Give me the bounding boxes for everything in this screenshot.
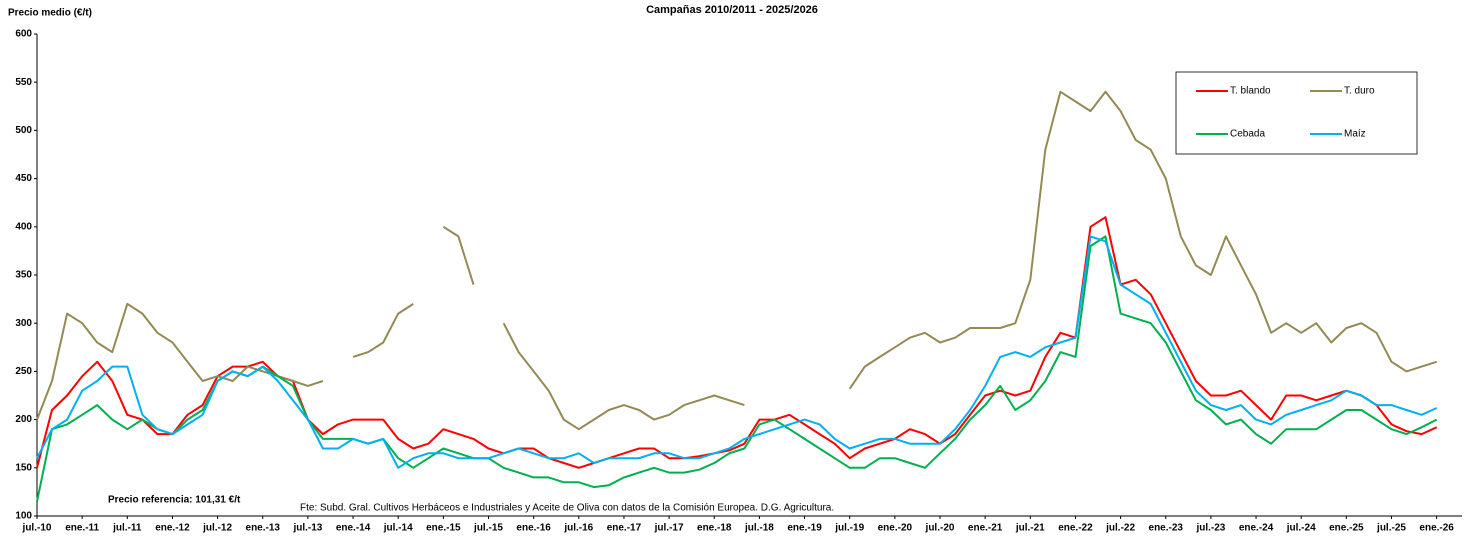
legend-label: T. blando: [1230, 86, 1271, 97]
x-tick-label: ene.-22: [1058, 523, 1093, 534]
y-tick-label: 300: [15, 318, 32, 329]
y-tick-label: 500: [15, 125, 32, 136]
chart-title: Campañas 2010/2011 - 2025/2026: [646, 4, 818, 16]
y-tick-label: 100: [15, 511, 32, 522]
x-tick-label: ene.-16: [516, 523, 551, 534]
series-line: [36, 235, 1438, 502]
x-tick-label: jul.-22: [1105, 523, 1135, 534]
legend-box: [1175, 71, 1418, 155]
x-tick-label: jul.-17: [654, 523, 684, 534]
y-tick-label: 200: [15, 414, 32, 425]
x-tick-label: jul.-24: [1286, 523, 1316, 534]
x-tick-label: ene.-18: [697, 523, 732, 534]
x-tick-label: ene.-25: [1329, 523, 1364, 534]
y-tick-label: 550: [15, 77, 32, 88]
x-tick-label: jul.-16: [563, 523, 593, 534]
series-line: [36, 235, 1438, 469]
x-tick-label: ene.-24: [1239, 523, 1274, 534]
x-tick-label: ene.-13: [246, 523, 281, 534]
source-note: Fte: Subd. Gral. Cultivos Herbáceos e In…: [300, 503, 834, 514]
x-tick-label: ene.-26: [1419, 523, 1454, 534]
annotation: Precio referencia: 101,31 €/t: [108, 495, 241, 506]
y-tick-label: 350: [15, 270, 32, 281]
legend-label: T. duro: [1344, 86, 1375, 97]
x-tick-label: jul.-19: [834, 523, 864, 534]
x-tick-label: jul.-18: [744, 523, 774, 534]
x-tick-label: jul.-23: [1195, 523, 1225, 534]
x-tick-label: ene.-14: [336, 523, 371, 534]
y-tick-label: 250: [15, 366, 32, 377]
x-tick-label: ene.-19: [787, 523, 822, 534]
x-tick-label: jul.-25: [1376, 523, 1406, 534]
y-tick-label: 600: [15, 29, 32, 40]
x-tick-label: ene.-21: [968, 523, 1003, 534]
legend-label: Maíz: [1344, 129, 1366, 140]
x-tick-label: ene.-15: [426, 523, 461, 534]
x-tick-label: ene.-17: [607, 523, 642, 534]
x-tick-label: jul.-15: [473, 523, 503, 534]
y-tick-label: 150: [15, 462, 32, 473]
x-tick-label: jul.-20: [925, 523, 955, 534]
x-tick-label: jul.-14: [383, 523, 413, 534]
x-tick-label: jul.-11: [112, 523, 142, 534]
x-tick-label: ene.-20: [878, 523, 913, 534]
x-tick-label: ene.-23: [1149, 523, 1184, 534]
x-tick-label: jul.-21: [1015, 523, 1045, 534]
x-tick-label: jul.-12: [202, 523, 232, 534]
x-tick-label: ene.-11: [65, 523, 99, 534]
x-tick-label: ene.-12: [155, 523, 190, 534]
legend-label: Cebada: [1230, 129, 1265, 140]
x-tick-label: jul.-10: [22, 523, 52, 534]
y-axis-label: Precio medio (€/t): [8, 8, 92, 19]
y-tick-label: 400: [15, 221, 32, 232]
series-line: [36, 90, 1438, 431]
x-tick-label: jul.-13: [292, 523, 322, 534]
series-line: [36, 216, 1438, 469]
y-tick-label: 450: [15, 173, 32, 184]
